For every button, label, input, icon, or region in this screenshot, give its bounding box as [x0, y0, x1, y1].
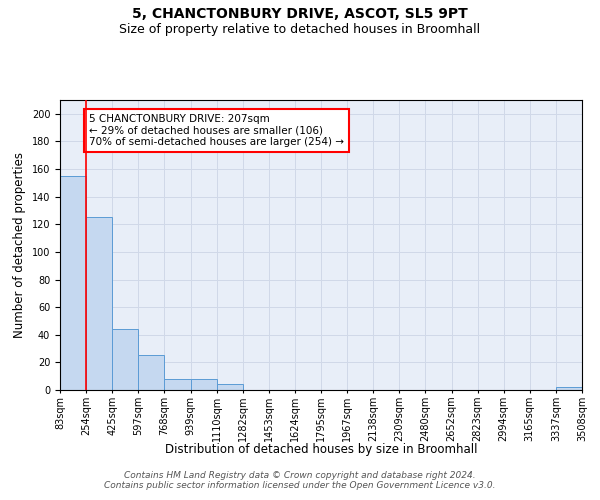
- Text: Size of property relative to detached houses in Broomhall: Size of property relative to detached ho…: [119, 22, 481, 36]
- Y-axis label: Number of detached properties: Number of detached properties: [13, 152, 26, 338]
- Text: 5 CHANCTONBURY DRIVE: 207sqm
← 29% of detached houses are smaller (106)
70% of s: 5 CHANCTONBURY DRIVE: 207sqm ← 29% of de…: [89, 114, 344, 147]
- Bar: [112, 329, 139, 390]
- Text: 5, CHANCTONBURY DRIVE, ASCOT, SL5 9PT: 5, CHANCTONBURY DRIVE, ASCOT, SL5 9PT: [132, 8, 468, 22]
- Bar: [139, 356, 164, 390]
- Bar: [217, 384, 243, 390]
- Bar: [164, 379, 191, 390]
- Bar: [60, 176, 86, 390]
- Bar: [556, 387, 582, 390]
- Bar: [86, 218, 112, 390]
- Bar: [191, 379, 217, 390]
- Text: Contains HM Land Registry data © Crown copyright and database right 2024.
Contai: Contains HM Land Registry data © Crown c…: [104, 470, 496, 490]
- Text: Distribution of detached houses by size in Broomhall: Distribution of detached houses by size …: [165, 442, 477, 456]
